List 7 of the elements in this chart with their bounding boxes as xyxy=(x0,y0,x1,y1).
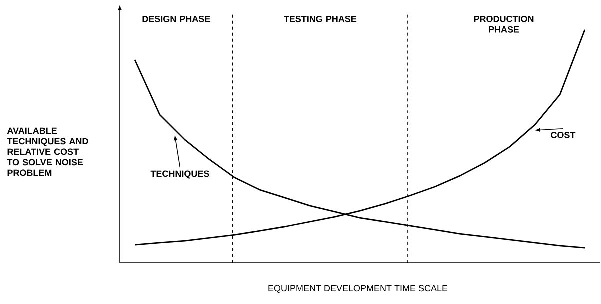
x-axis-title: EQUIPMENT DEVELOPMENT TIME SCALE xyxy=(268,285,448,294)
annotation: PRODUCTION PHASE xyxy=(474,16,534,33)
text: DESIGN PHASE xyxy=(142,16,210,22)
y-axis-title: AVAILABLE TECHNIQUES AND RELATIVE COST TO SOLVE NOISE PROBLEM xyxy=(7,128,88,176)
series-label: TECHNIQUES xyxy=(150,170,210,179)
legend-label: COST xyxy=(551,132,576,138)
text: TESTING PHASE xyxy=(284,16,357,22)
